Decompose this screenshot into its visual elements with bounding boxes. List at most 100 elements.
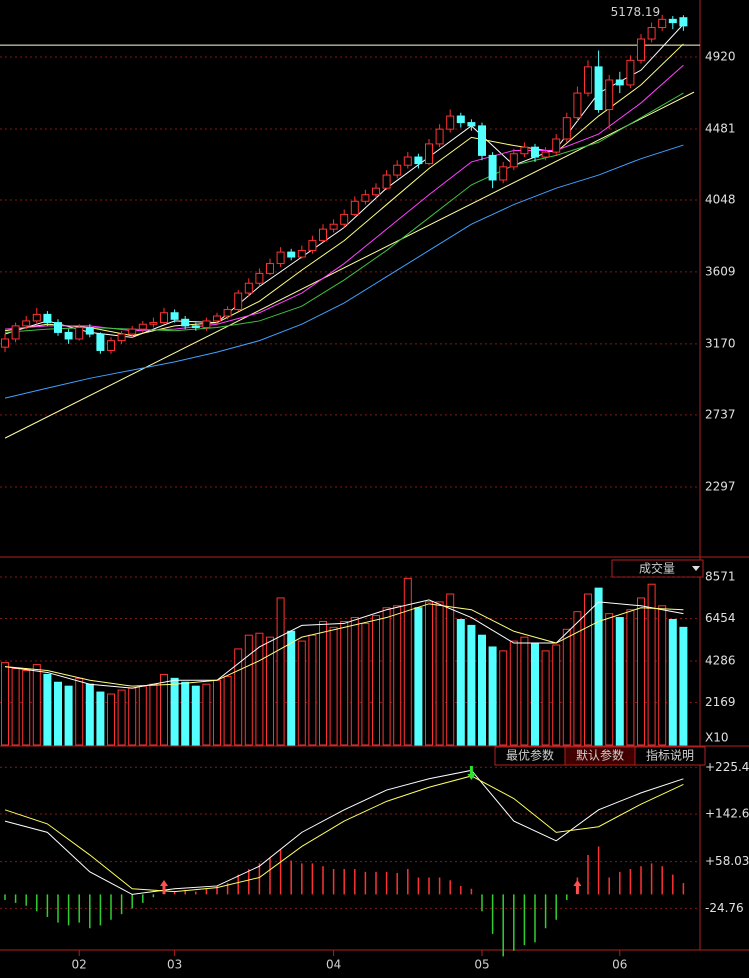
candle-body: [54, 322, 62, 333]
volume-bar: [361, 622, 370, 746]
candle-body: [594, 66, 603, 110]
candle-body: [562, 117, 571, 140]
signal-arrow: [160, 880, 168, 894]
candle-body: [128, 328, 137, 335]
volume-bar: [202, 683, 211, 746]
volume-bar: [340, 620, 349, 746]
peak-label: 5178.19: [611, 5, 661, 19]
candle-body: [446, 115, 455, 130]
volume-bar: [149, 683, 158, 746]
candle-body: [478, 125, 486, 156]
candle-body: [287, 251, 296, 258]
y-tick-label: 2737: [705, 407, 736, 421]
candle-body: [541, 151, 550, 158]
candle-body: [170, 312, 179, 320]
candle-body: [499, 166, 508, 181]
candle-body: [488, 154, 497, 181]
candle-body: [107, 340, 115, 351]
candle-body: [647, 27, 656, 40]
volume-bar: [647, 583, 656, 746]
volume-bar: [637, 597, 645, 746]
volume-bar: [403, 577, 412, 746]
candle-body: [668, 18, 677, 24]
volume-bar: [107, 693, 115, 746]
legend-box[interactable]: [611, 559, 704, 578]
volume-bar: [117, 689, 126, 746]
candle-body: [425, 143, 433, 165]
volume-bar: [435, 601, 444, 746]
volume-bar: [266, 636, 274, 746]
y-tick-label: 4920: [705, 50, 736, 64]
candle-body: [43, 313, 52, 324]
candle-body: [340, 213, 349, 225]
candle-body: [626, 59, 635, 86]
volume-bar: [562, 628, 571, 746]
candle-body: [615, 79, 624, 86]
button[interactable]: [634, 746, 706, 766]
volume-bar: [32, 664, 41, 746]
volume-bar: [478, 634, 486, 746]
volume-bar: [138, 685, 147, 746]
candle-body: [435, 128, 444, 145]
trend-line: [4, 91, 695, 439]
candle-body: [658, 18, 667, 29]
volume-bar: [244, 634, 253, 746]
candle-body: [75, 326, 84, 340]
candle-body: [64, 331, 73, 340]
candle-body: [414, 156, 423, 165]
y-tick-label: 8571: [705, 569, 736, 583]
candle-body: [605, 79, 614, 110]
candle-body: [234, 292, 243, 310]
y-tick-label: 4481: [705, 121, 736, 135]
y-tick-label: -24.76: [705, 901, 744, 915]
volume-bar: [605, 613, 614, 746]
volume-bar: [64, 685, 73, 746]
volume-bar: [54, 681, 62, 746]
ma-line: [4, 64, 684, 332]
y-tick-label: 2297: [705, 479, 736, 493]
volume-bar: [181, 681, 190, 746]
ma-line: [4, 43, 684, 337]
candle-body: [382, 174, 391, 189]
signal-arrow: [573, 880, 582, 894]
candle-body: [329, 223, 338, 230]
candle-body: [117, 333, 126, 342]
y-tick-label: 2169: [705, 695, 736, 709]
volume-bar: [43, 673, 52, 746]
candle-body: [138, 323, 147, 330]
volume-bar: [488, 646, 497, 746]
button-label[interactable]: 最优参数: [506, 748, 554, 763]
volume-bar: [276, 597, 285, 746]
volume-bar: [679, 626, 688, 746]
volume-bar: [414, 607, 423, 746]
volume-bar: [287, 630, 296, 746]
signal-arrow: [467, 766, 476, 780]
candle-body: [202, 320, 211, 328]
candle-body: [584, 66, 592, 94]
volume-bar: [1, 662, 9, 746]
y-tick-label: +58.03: [705, 854, 749, 868]
candle-body: [637, 38, 645, 61]
candle-body: [11, 325, 20, 340]
y-tick-label: 3170: [705, 336, 736, 350]
volume-bar: [584, 593, 592, 746]
candle-body: [350, 200, 359, 215]
candle-body: [22, 320, 31, 327]
y-tick-label: 4048: [705, 192, 736, 206]
macd-line: [4, 775, 684, 893]
button-label[interactable]: 指标说明: [646, 748, 694, 763]
button-label[interactable]: 默认参数: [576, 748, 624, 763]
candle-body: [573, 92, 582, 119]
candle-body: [319, 228, 327, 242]
candle-body: [96, 333, 105, 351]
volume-bar: [319, 620, 327, 746]
volume-bar: [160, 673, 168, 746]
volume-bar: [85, 683, 94, 746]
volume-bar: [213, 679, 221, 746]
volume-bar: [382, 607, 391, 746]
candle-body: [393, 164, 402, 176]
y-tick-label: 3609: [705, 264, 736, 278]
candle-body: [191, 325, 200, 328]
volume-bar: [255, 632, 264, 746]
